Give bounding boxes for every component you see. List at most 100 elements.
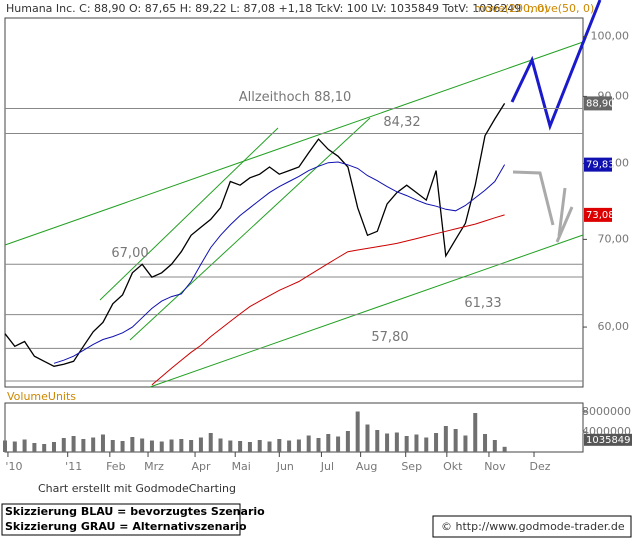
- instrument: Humana Inc.: [6, 2, 76, 15]
- volume-bar: [502, 446, 507, 452]
- quote: C: 88,90 O: 87,65 H: 89,22 L: 87,08 +1,1…: [79, 2, 521, 15]
- legend-entry: move(50, 0): [527, 2, 594, 15]
- x-tick-label: Jun: [276, 460, 294, 473]
- volume-bar: [42, 444, 47, 452]
- volume-bar: [336, 436, 341, 452]
- volume-bar: [81, 439, 86, 452]
- note: Skizzierung BLAU = bevorzugtes Szenario: [5, 505, 265, 518]
- volume-bar: [316, 438, 321, 452]
- volume-bar: [32, 443, 37, 452]
- price-tag-label: 88,90: [586, 98, 615, 109]
- volume-bar: [91, 437, 96, 452]
- price-tag-label: 79,83: [586, 160, 615, 171]
- volume-bar: [100, 434, 105, 452]
- scenario-gray: [557, 187, 567, 237]
- volume-bar: [287, 440, 292, 452]
- volume-bar: [189, 440, 194, 452]
- level-label: 61,33: [464, 296, 501, 311]
- scenario-gray: [512, 170, 555, 226]
- x-tick-label: '10: [5, 460, 22, 473]
- series-line: [4, 103, 506, 367]
- volume-bar: [22, 439, 27, 452]
- volume-bar: [306, 435, 311, 452]
- volume-bar: [453, 429, 458, 452]
- volume-bar: [247, 442, 252, 452]
- level-label: 57,80: [371, 330, 408, 345]
- trend-line: [99, 127, 279, 301]
- volume-bar: [3, 440, 7, 452]
- x-tick-label: Nov: [484, 460, 506, 473]
- y-tick-label: 100,00: [591, 29, 630, 42]
- x-tick-label: '11: [65, 460, 82, 473]
- volume-bar: [238, 441, 243, 452]
- credit: Chart erstellt mit GodmodeCharting: [38, 482, 236, 495]
- price-frame: [4, 17, 584, 388]
- scenario-blue: [510, 0, 602, 131]
- volume-bar: [12, 441, 17, 452]
- volume-bar: [483, 434, 488, 452]
- url: © http://www.godmode-trader.de: [441, 520, 625, 533]
- volume-bar: [385, 433, 390, 452]
- series-line: [151, 214, 505, 386]
- volume-bar: [326, 434, 331, 452]
- y-tick-label: 70,00: [598, 232, 630, 245]
- y-tick-label: 8000000: [582, 405, 631, 418]
- volume-bar: [277, 439, 282, 452]
- price-tag-label: 73,08: [586, 210, 615, 221]
- volume-bar: [169, 439, 174, 452]
- volume-bar: [345, 431, 350, 452]
- volume-bar: [463, 435, 468, 452]
- volume-bar: [159, 441, 164, 452]
- volume-bar: [492, 440, 497, 452]
- volume-bar: [71, 436, 76, 452]
- volume-bar: [208, 433, 213, 452]
- volume-bar: [61, 438, 66, 452]
- volume-bar: [424, 437, 429, 452]
- trend-line: [149, 234, 584, 388]
- volume-bar: [404, 436, 409, 452]
- x-tick-label: Apr: [192, 460, 212, 473]
- volume-bar: [120, 441, 125, 452]
- x-tick-label: Sep: [401, 460, 422, 473]
- volume-bar: [375, 430, 380, 452]
- volume-bar: [394, 432, 399, 452]
- x-tick-label: Okt: [443, 460, 463, 473]
- volume-bar: [149, 440, 154, 452]
- volume-bar: [51, 442, 56, 452]
- volume-bar: [473, 413, 478, 452]
- volume-bar: [179, 439, 184, 452]
- url-box: [432, 515, 632, 538]
- volume-bar: [434, 433, 439, 452]
- volume-bar: [130, 437, 135, 452]
- note: Skizzierung GRAU = Alternativszenario: [5, 520, 247, 533]
- price-panel: [4, 17, 584, 388]
- series-line: [53, 161, 506, 364]
- level-label: 84,32: [383, 115, 420, 130]
- volume-bar: [257, 440, 262, 452]
- volume-bar: [414, 434, 419, 452]
- trend-line: [4, 41, 584, 246]
- volume-bar: [355, 411, 360, 452]
- x-tick-label: Aug: [356, 460, 377, 473]
- level-label: 67,00: [111, 246, 148, 261]
- volume-bar: [267, 441, 272, 452]
- last-volume-box: [584, 433, 632, 446]
- level-label: Allzeithoch 88,10: [239, 90, 352, 105]
- note-box: [1, 503, 241, 536]
- trend-line: [129, 117, 371, 341]
- volume-bar: [218, 438, 223, 452]
- y-tick-label: 60,00: [598, 320, 630, 333]
- volume-bar: [140, 438, 145, 452]
- price-tag: [584, 207, 612, 222]
- x-tick-label: Jul: [320, 460, 334, 473]
- x-tick-label: Mrz: [144, 460, 164, 473]
- x-tick-label: Dez: [530, 460, 551, 473]
- volume-title: VolumeUnits: [7, 390, 76, 403]
- volume-bar: [365, 424, 370, 452]
- volume-bar: [228, 440, 233, 452]
- x-tick-label: Mai: [232, 460, 251, 473]
- scenario-gray: [555, 206, 574, 243]
- last-volume: 1035849: [586, 435, 631, 446]
- price-tag: [584, 157, 612, 172]
